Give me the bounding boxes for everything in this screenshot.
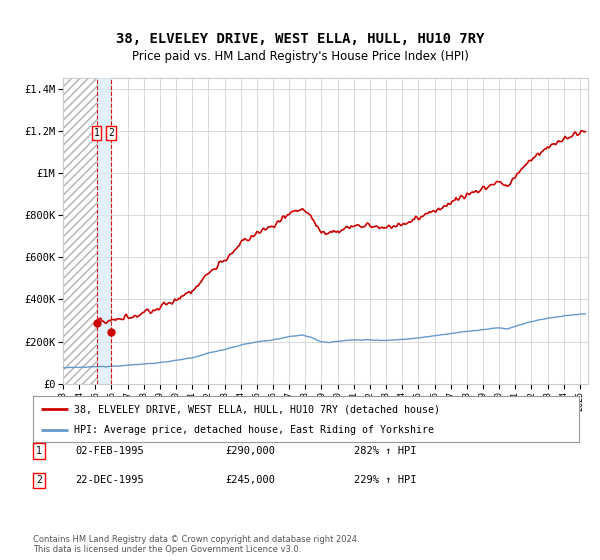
Text: 229% ↑ HPI: 229% ↑ HPI [354, 475, 416, 486]
Text: 38, ELVELEY DRIVE, WEST ELLA, HULL, HU10 7RY (detached house): 38, ELVELEY DRIVE, WEST ELLA, HULL, HU10… [74, 404, 440, 414]
Text: £290,000: £290,000 [225, 446, 275, 456]
Text: 2: 2 [108, 128, 114, 138]
Text: 02-FEB-1995: 02-FEB-1995 [75, 446, 144, 456]
Text: 2: 2 [36, 475, 42, 486]
Bar [97, 78, 111, 384]
Text: HPI: Average price, detached house, East Riding of Yorkshire: HPI: Average price, detached house, East… [74, 426, 434, 436]
Text: 22-DEC-1995: 22-DEC-1995 [75, 475, 144, 486]
Bar [63, 78, 97, 384]
Text: 38, ELVELEY DRIVE, WEST ELLA, HULL, HU10 7RY: 38, ELVELEY DRIVE, WEST ELLA, HULL, HU10… [116, 32, 484, 46]
Text: 1: 1 [94, 128, 100, 138]
Text: £245,000: £245,000 [225, 475, 275, 486]
Text: Price paid vs. HM Land Registry's House Price Index (HPI): Price paid vs. HM Land Registry's House … [131, 50, 469, 63]
Text: 1: 1 [36, 446, 42, 456]
Text: Contains HM Land Registry data © Crown copyright and database right 2024.
This d: Contains HM Land Registry data © Crown c… [33, 535, 359, 554]
Text: 282% ↑ HPI: 282% ↑ HPI [354, 446, 416, 456]
